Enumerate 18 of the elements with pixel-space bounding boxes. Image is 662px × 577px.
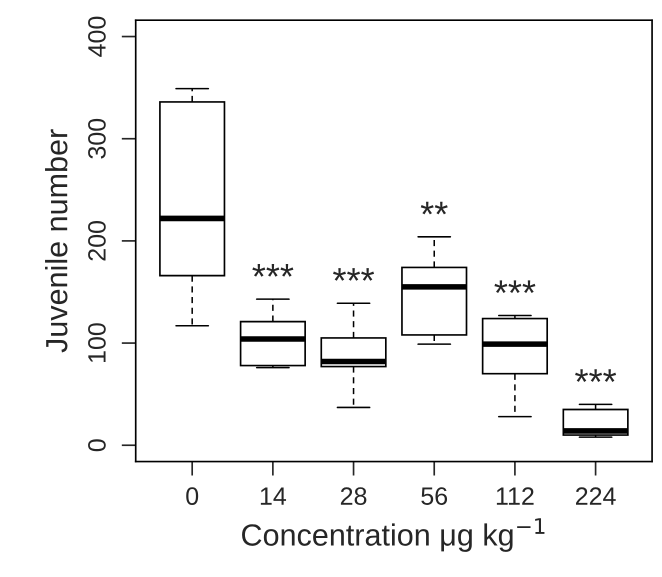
x-tick-label: 0: [186, 487, 198, 505]
annotation: ***: [494, 280, 536, 294]
y-axis-title: Juvenile number: [45, 129, 68, 353]
y-tick-label: 300: [88, 118, 106, 159]
y-tick-label: 400: [88, 16, 106, 57]
y-tick-label: 0: [88, 439, 106, 452]
annotation: ***: [575, 369, 616, 382]
x-tick-label: 112: [496, 487, 534, 505]
x-tick-label: 14: [260, 488, 286, 505]
y-tick-label: 100: [88, 323, 106, 362]
x-tick-label: 28: [340, 487, 366, 505]
annotation: **: [420, 202, 448, 214]
x-tick-label: 224: [576, 487, 616, 505]
x-axis-title: Concentration μg kg$^{−1}$: [242, 518, 544, 552]
annotation: ***: [252, 264, 294, 277]
x-tick-label: 56: [421, 487, 448, 505]
y-tick-label: 200: [88, 221, 106, 260]
annotation: ***: [333, 268, 374, 281]
